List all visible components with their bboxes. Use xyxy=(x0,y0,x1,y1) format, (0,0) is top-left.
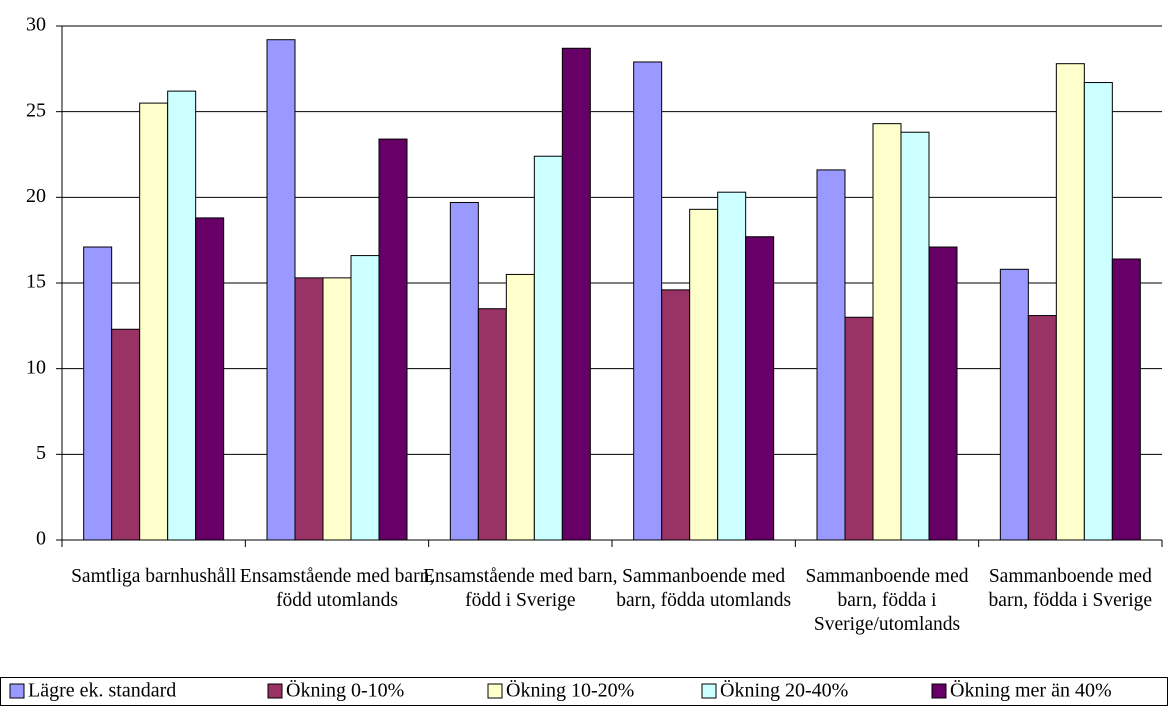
bar xyxy=(111,328,141,541)
legend-box xyxy=(0,677,1168,706)
x-tick-label: Ensamstående med barn, född i Sverige xyxy=(423,566,618,611)
x-tick-label: Sammanboende med barn, födda utomlands xyxy=(616,566,792,611)
bar xyxy=(322,277,352,541)
bar xyxy=(844,316,874,541)
bar xyxy=(1083,82,1113,541)
y-tick-label: 0 xyxy=(36,528,46,550)
bar xyxy=(1027,315,1057,541)
legend-swatch xyxy=(701,683,717,699)
bar xyxy=(1111,258,1141,541)
bar xyxy=(928,246,958,541)
bar xyxy=(533,155,563,541)
bar xyxy=(633,61,663,541)
legend-label: Ökning mer än 40% xyxy=(950,679,1112,702)
legend-swatch xyxy=(9,683,25,699)
bar xyxy=(505,273,535,541)
y-tick-label: 25 xyxy=(26,99,46,121)
y-tick-label: 30 xyxy=(26,14,46,36)
bar xyxy=(900,131,930,541)
bar xyxy=(661,289,691,541)
x-tick-label: Sammanboende med barn, födda i Sverige/u… xyxy=(805,566,969,635)
y-tick-label: 10 xyxy=(26,356,46,378)
y-tick-label: 5 xyxy=(36,442,46,464)
bar xyxy=(167,90,197,541)
bar xyxy=(266,39,296,541)
bar xyxy=(350,255,380,541)
legend-swatch xyxy=(931,683,947,699)
y-tick-label: 15 xyxy=(26,271,46,293)
x-tick-label: Sammanboende med barn, födda i Sverige xyxy=(988,566,1153,611)
bar xyxy=(689,208,719,541)
bar xyxy=(999,268,1029,541)
bar xyxy=(195,217,225,541)
bar xyxy=(294,277,324,541)
x-tick-label: Samtliga barnhushåll xyxy=(71,566,237,587)
bar xyxy=(745,236,775,541)
legend-label: Ökning 10-20% xyxy=(506,679,634,702)
bar xyxy=(378,138,408,541)
bar xyxy=(872,123,902,541)
y-tick-label: 20 xyxy=(26,185,46,207)
bar xyxy=(449,201,479,541)
bar xyxy=(1055,63,1085,541)
legend-label: Ökning 20-40% xyxy=(720,679,848,702)
bar xyxy=(717,191,747,541)
x-tick-label: Ensamstående med barn, född utomlands xyxy=(239,566,435,611)
legend-label: Lägre ek. standard xyxy=(28,680,176,702)
bar xyxy=(83,246,113,541)
legend-swatch xyxy=(487,683,503,699)
legend-swatch xyxy=(267,683,283,699)
bar xyxy=(816,169,846,541)
bar xyxy=(561,47,591,541)
bar xyxy=(139,102,169,541)
legend-label: Ökning 0-10% xyxy=(286,679,404,702)
bar xyxy=(477,308,507,541)
